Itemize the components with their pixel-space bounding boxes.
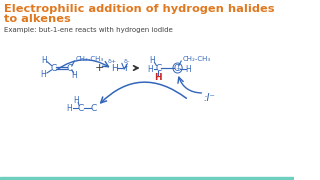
Text: H: H [66,103,72,112]
Text: C: C [67,64,73,73]
Text: H: H [72,71,77,80]
Text: Example: but-1-ene reacts with hydrogen iodide: Example: but-1-ene reacts with hydrogen … [4,27,172,33]
Text: C: C [173,64,180,73]
Text: :I⁻: :I⁻ [204,93,216,103]
Text: +: + [175,66,180,71]
Text: CH₂-CH₃: CH₂-CH₃ [182,56,210,62]
Text: H: H [186,64,191,73]
Text: to alkenes: to alkenes [4,14,70,24]
Text: H: H [149,55,155,64]
Text: C: C [155,64,161,73]
Text: H: H [147,64,153,73]
Text: +: + [95,63,104,73]
Text: H: H [155,73,162,82]
Text: H: H [41,55,47,64]
Text: CH₂-CH₃: CH₂-CH₃ [76,56,104,62]
Text: δ+: δ+ [108,58,117,64]
Text: I: I [124,64,126,73]
Text: δ-: δ- [124,58,130,64]
Text: Electrophilic addition of hydrogen halides: Electrophilic addition of hydrogen halid… [4,4,274,14]
Text: C: C [78,103,84,112]
Text: H: H [74,96,79,105]
Text: H: H [111,64,117,73]
Text: C: C [91,103,97,112]
Text: H: H [40,69,46,78]
Text: C: C [50,64,57,73]
Bar [0,177,294,180]
